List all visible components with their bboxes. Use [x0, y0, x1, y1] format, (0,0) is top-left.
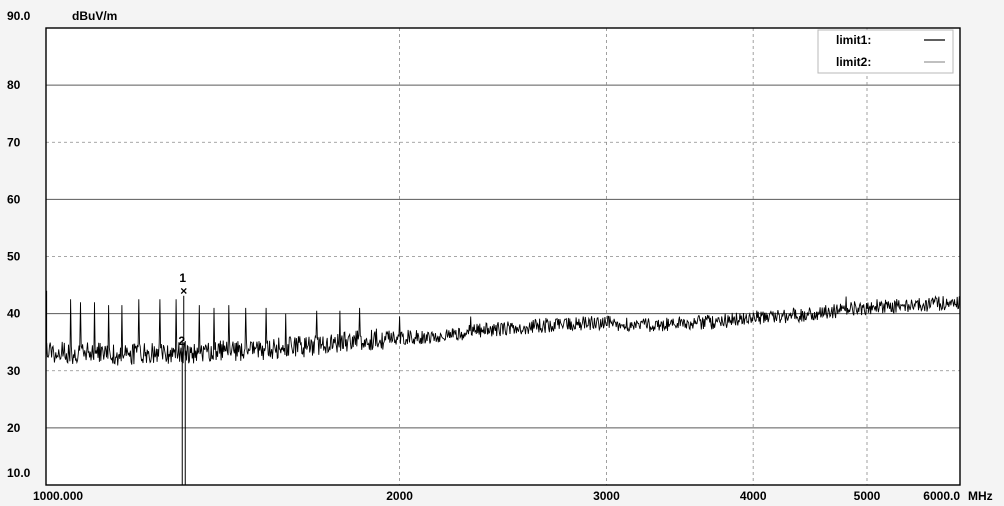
x-tick-label: 3000 — [593, 489, 620, 503]
marker-1-label: 1 — [179, 271, 186, 285]
y-tick-label: 30 — [7, 364, 21, 378]
legend: limit1: limit2: — [817, 29, 954, 74]
legend-box — [817, 29, 954, 74]
y-tick-label: 50 — [7, 250, 21, 264]
y-tick-label: 80 — [7, 78, 21, 92]
y-tick-labels: 90.0 80 70 60 50 40 30 20 10.0 — [7, 9, 31, 480]
x-tick-label: 2000 — [386, 489, 413, 503]
y-tick-label: 40 — [7, 307, 21, 321]
y-tick-label: 20 — [7, 421, 21, 435]
plot-frame — [45, 27, 961, 486]
x-tick-label: 1000.000 — [33, 489, 83, 503]
x-unit-label: MHz — [968, 489, 993, 503]
x-tick-label: 5000 — [854, 489, 881, 503]
y-tick-label: 10.0 — [7, 466, 31, 480]
legend-label-limit1: limit1: — [836, 33, 871, 47]
measured-trace — [45, 295, 961, 366]
marker-layer: ×1 2 — [178, 271, 187, 485]
x-tick-labels: 1000.000 2000 3000 4000 5000 6000.0 — [33, 489, 960, 503]
x-tick-label: 4000 — [740, 489, 767, 503]
y-tick-label: 60 — [7, 192, 21, 206]
y-tick-label: 70 — [7, 135, 21, 149]
marker-1-symbol: × — [180, 284, 187, 298]
grid — [46, 28, 960, 485]
y-unit-label: dBuV/m — [72, 9, 117, 23]
legend-label-limit2: limit2: — [836, 55, 871, 69]
marker-2-label: 2 — [178, 334, 185, 348]
x-tick-label: 6000.0 — [923, 489, 960, 503]
y-tick-label: 90.0 — [7, 9, 31, 23]
